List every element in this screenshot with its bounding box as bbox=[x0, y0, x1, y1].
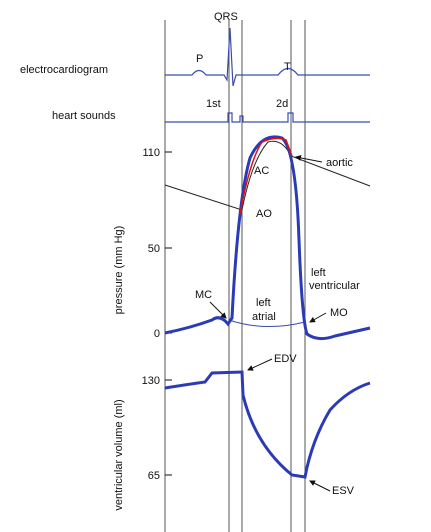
label: AC bbox=[254, 165, 269, 177]
tick-label: 0 bbox=[154, 328, 160, 340]
label: ventricular bbox=[309, 280, 360, 292]
label: atrial bbox=[252, 311, 276, 323]
label: left bbox=[311, 267, 326, 279]
row-label: electrocardiogram bbox=[20, 64, 108, 76]
volume-axis: 130 65 ventricular volume (ml) bbox=[113, 375, 172, 511]
ecg-trace bbox=[165, 27, 370, 87]
label: AO bbox=[256, 208, 272, 220]
tick-label: 65 bbox=[148, 470, 160, 482]
tick-label: 50 bbox=[148, 243, 160, 255]
tick-label: 110 bbox=[142, 147, 160, 159]
axis-label: pressure (mm Hg) bbox=[113, 226, 125, 315]
label: MO bbox=[330, 307, 348, 319]
annotation-red bbox=[239, 137, 293, 215]
row-label: heart sounds bbox=[52, 110, 116, 122]
label: MC bbox=[195, 289, 212, 301]
label: ESV bbox=[332, 485, 355, 497]
label: left bbox=[256, 297, 271, 309]
label: EDV bbox=[274, 353, 297, 365]
aortic-pressure bbox=[164, 140, 371, 211]
label: QRS bbox=[214, 11, 238, 23]
sounds-trace bbox=[165, 112, 370, 123]
pressure-axis: 110 50 0 pressure (mm Hg) bbox=[113, 147, 172, 340]
label: aortic bbox=[326, 157, 353, 169]
ventricular-volume bbox=[164, 370, 371, 479]
ventricular-pressure bbox=[164, 135, 371, 341]
label: 1st bbox=[206, 98, 221, 110]
grid bbox=[164, 20, 306, 532]
label: P bbox=[196, 53, 203, 65]
atrial-pressure bbox=[228, 319, 306, 328]
label: T bbox=[284, 61, 291, 73]
axis-label: ventricular volume (ml) bbox=[113, 399, 125, 510]
label: 2d bbox=[276, 98, 288, 110]
tick-label: 130 bbox=[142, 375, 160, 387]
